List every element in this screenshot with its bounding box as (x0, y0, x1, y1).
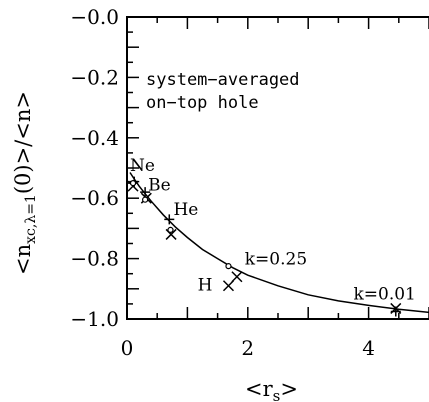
y-tick-label: −0.2 (70, 65, 119, 89)
point-label: Be (148, 176, 171, 196)
y-tick-label: −0.6 (70, 186, 119, 210)
point-label: He (173, 200, 198, 220)
circle-marker (225, 263, 232, 270)
x-axis-label-sub: s (273, 387, 281, 402)
tick-labels-layer: 0 2 4 −0.0 −0.2 −0.4 −0.6 −0.8 −1.0 (70, 5, 375, 360)
plus-marker (164, 214, 175, 225)
x-tick-label: 2 (241, 336, 254, 360)
cross-marker (222, 280, 235, 292)
annotation-line-1: system−averaged (146, 70, 300, 90)
cross-marker (231, 271, 243, 283)
y-axis-label-main: <n (11, 244, 35, 275)
y-tick-label: −1.0 (70, 307, 119, 331)
y-axis-label: <nxc,λ=1(0)>/<n> (11, 91, 39, 275)
y-axis-label-rest: (0)>/<n> (11, 91, 35, 194)
circle-marker (167, 226, 174, 234)
circle-marker (142, 196, 149, 203)
cross-marker (390, 302, 402, 314)
y-tick-label: −0.8 (70, 247, 119, 271)
x-tick-label: 4 (362, 336, 375, 360)
circle-marker (129, 180, 137, 187)
plus-marker (140, 187, 151, 198)
y-axis-label-sub: xc,λ=1 (23, 194, 39, 244)
point-label: Ne (130, 156, 155, 176)
y-tick-label: −0.4 (70, 126, 119, 150)
point-label: k=0.25 (245, 250, 307, 270)
point-label: k=0.01 (353, 284, 415, 304)
point-label: H (198, 275, 213, 295)
axis-ticks (126, 16, 429, 320)
x-axis-label: <rs> (245, 377, 298, 402)
plot-frame (126, 16, 429, 320)
data-points-layer (127, 176, 402, 317)
x-axis-label-close: > (280, 377, 298, 401)
x-axis-label-main: <r (245, 377, 274, 401)
y-tick-label: −0.0 (70, 5, 119, 29)
annotation-line-2: on−top hole (146, 93, 259, 113)
x-tick-label: 0 (121, 336, 134, 360)
